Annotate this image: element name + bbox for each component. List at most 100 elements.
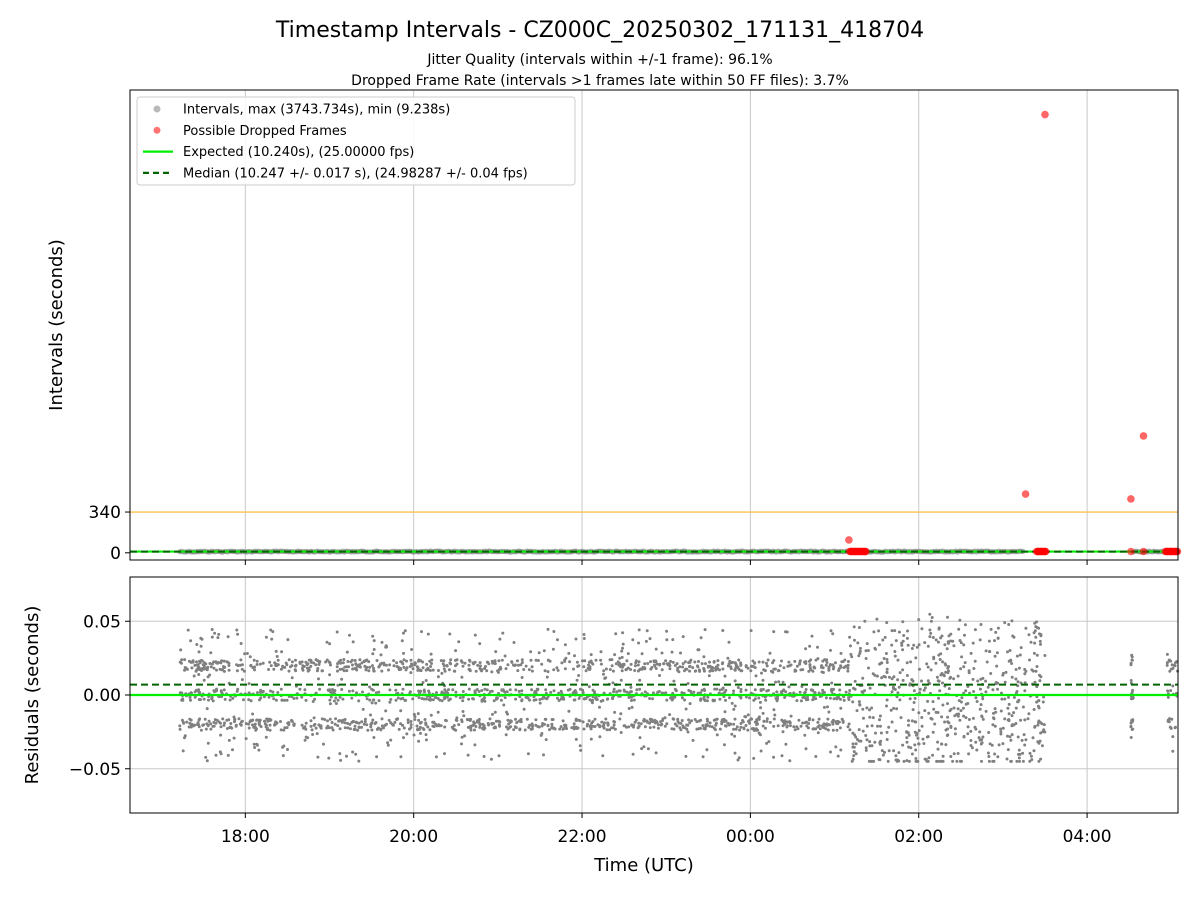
residual-point	[285, 726, 289, 730]
residual-point	[577, 697, 581, 700]
residual-point	[873, 740, 877, 744]
residual-point	[209, 651, 213, 655]
residual-point	[314, 663, 318, 667]
residual-point	[846, 666, 850, 670]
residual-point	[227, 664, 231, 667]
residual-point	[229, 725, 232, 729]
residual-point	[660, 668, 664, 672]
residual-point	[803, 733, 807, 737]
residual-point	[858, 703, 862, 706]
residual-point	[309, 719, 313, 723]
residual-point	[757, 731, 761, 735]
residual-point	[599, 658, 603, 662]
residual-point	[221, 717, 225, 721]
residual-point	[864, 748, 868, 752]
residual-point	[751, 659, 755, 663]
residual-point	[946, 702, 949, 706]
residual-point	[325, 726, 329, 730]
residual-point	[263, 719, 266, 723]
residual-point	[744, 695, 748, 699]
residual-point	[430, 662, 433, 665]
residual-point	[446, 691, 450, 695]
residual-point	[377, 690, 381, 694]
residual-point	[894, 729, 898, 733]
residual-point	[702, 669, 706, 673]
residual-point	[894, 758, 898, 762]
residual-point	[727, 723, 731, 727]
residual-point	[718, 727, 722, 731]
residual-point	[936, 740, 940, 744]
residual-point	[801, 668, 805, 672]
residual-point	[228, 698, 232, 702]
residual-point	[720, 687, 724, 691]
residual-point	[902, 759, 906, 763]
residual-point	[473, 721, 477, 725]
residual-point	[179, 648, 183, 652]
residual-point	[235, 663, 239, 667]
residual-point	[350, 658, 354, 662]
residual-point	[788, 724, 792, 728]
residual-point	[620, 655, 624, 659]
residual-point	[368, 698, 372, 702]
residual-point	[657, 690, 661, 693]
residual-point	[916, 759, 920, 763]
residual-point	[892, 675, 896, 679]
residual-point	[510, 660, 514, 664]
residual-point	[494, 719, 498, 723]
xtick-label: 22:00	[558, 827, 607, 847]
residual-point	[946, 715, 950, 719]
residual-point	[370, 728, 374, 732]
residual-point	[946, 640, 950, 644]
residual-point	[654, 659, 658, 663]
residual-point	[416, 666, 420, 670]
residual-point	[575, 660, 579, 664]
residual-point	[468, 658, 471, 662]
residual-point	[405, 659, 408, 663]
residual-point	[1010, 675, 1014, 679]
residual-point	[806, 695, 809, 699]
residual-point	[268, 728, 272, 732]
residual-point	[683, 660, 687, 664]
residual-point	[935, 675, 939, 679]
residual-point	[713, 687, 717, 691]
residual-point	[1021, 759, 1025, 763]
residual-point	[1166, 719, 1170, 723]
residual-point	[319, 724, 323, 728]
residual-point	[380, 669, 384, 673]
residual-point	[481, 698, 485, 702]
residual-point	[828, 723, 831, 727]
residual-point	[772, 755, 776, 759]
residual-point	[526, 752, 530, 756]
residual-point	[496, 670, 500, 674]
residual-point	[546, 670, 550, 674]
residual-point	[272, 667, 276, 671]
residual-point	[1008, 649, 1012, 652]
residual-point	[668, 667, 672, 671]
residual-point	[292, 697, 296, 700]
residual-point	[197, 718, 201, 722]
residual-point	[739, 722, 743, 725]
residual-point	[530, 669, 534, 673]
residual-point	[613, 710, 617, 714]
residual-point	[231, 696, 235, 700]
residual-point	[599, 650, 603, 654]
residual-point	[671, 638, 675, 642]
xtick-label: 00:00	[726, 827, 775, 847]
residual-point	[531, 724, 534, 728]
residual-point	[922, 688, 926, 692]
residual-point	[887, 749, 891, 753]
residual-point	[868, 740, 872, 744]
residual-point	[896, 658, 900, 662]
residual-point	[325, 658, 329, 662]
residual-point	[240, 678, 244, 682]
residuals-ytick-label: 0.00	[83, 686, 121, 706]
chart-subtitle-dropped: Dropped Frame Rate (intervals >1 frames …	[351, 73, 849, 89]
residual-point	[574, 737, 578, 741]
residual-point	[426, 725, 430, 729]
residual-point	[1017, 756, 1021, 760]
residual-point	[358, 663, 362, 667]
residual-point	[988, 742, 992, 746]
residual-point	[461, 664, 465, 668]
residual-point	[528, 723, 532, 727]
residual-point	[885, 661, 889, 664]
